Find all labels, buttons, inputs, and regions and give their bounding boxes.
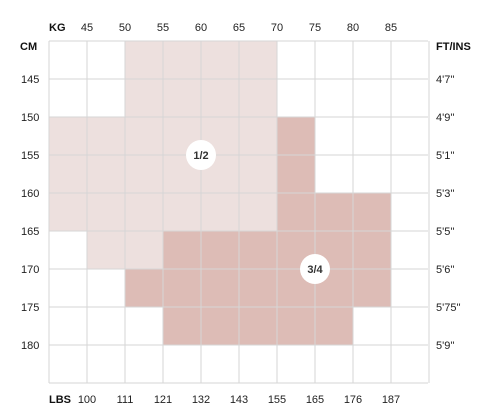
axes: KG CM FT/INS LBS 45 50 55 60 65 70 75 80 85 100 11… [20, 22, 471, 406]
kg-tick-label: 45 [81, 22, 93, 34]
kg-tick-label: 60 [195, 22, 207, 34]
kg-tick-label: 55 [157, 22, 169, 34]
ftin-tick-label: 4'9'' [436, 112, 455, 124]
kg-tick-label: 80 [347, 22, 359, 34]
cm-tick-label: 165 [21, 226, 39, 238]
cm-tick-label: 180 [21, 340, 39, 352]
top-axis-title: KG [49, 22, 66, 34]
ftin-tick-label: 4'7'' [436, 74, 455, 86]
cm-tick-label: 170 [21, 264, 39, 276]
ftin-tick-label: 5'9'' [436, 340, 455, 352]
size-3-4-region-cell-1 [277, 193, 391, 231]
right-axis-title: FT/INS [436, 41, 471, 53]
ftin-tick-label: 5'6'' [436, 264, 455, 276]
lbs-tick-label: 121 [154, 394, 172, 406]
bottom-axis-title: LBS [49, 394, 71, 406]
size-3-4-region-cell-4 [163, 307, 353, 345]
ftin-tick-label: 5'75'' [436, 302, 461, 314]
kg-tick-label: 70 [271, 22, 283, 34]
ftin-tick-label: 5'5'' [436, 226, 455, 238]
region-labels: 1/2 3/4 [186, 140, 330, 284]
ftin-tick-label: 5'3'' [436, 188, 455, 200]
lbs-tick-label: 111 [117, 394, 134, 406]
size-label-1-2: 1/2 [193, 150, 208, 162]
cm-tick-label: 145 [21, 74, 39, 86]
lbs-tick-label: 132 [192, 394, 210, 406]
lbs-tick-label: 100 [78, 394, 96, 406]
cm-tick-label: 150 [21, 112, 39, 124]
kg-tick-label: 85 [385, 22, 397, 34]
size-label-circle [186, 140, 216, 170]
cm-tick-label: 160 [21, 188, 39, 200]
lbs-tick-label: 165 [306, 394, 324, 406]
lbs-tick-label: 187 [382, 394, 400, 406]
grid [48, 40, 430, 384]
lbs-tick-label: 143 [230, 394, 248, 406]
ftin-tick-label: 5'1'' [436, 150, 455, 162]
cm-tick-label: 175 [21, 302, 39, 314]
kg-tick-label: 50 [119, 22, 131, 34]
lbs-tick-label: 155 [268, 394, 286, 406]
kg-tick-label: 75 [309, 22, 321, 34]
size-label-circle [300, 254, 330, 284]
size-label-3-4: 3/4 [307, 264, 323, 276]
lbs-tick-label: 176 [344, 394, 362, 406]
cm-tick-label: 155 [21, 150, 39, 162]
size-3-4-region-cell-3 [125, 269, 391, 307]
kg-tick-label: 65 [233, 22, 245, 34]
left-axis-title: CM [20, 41, 37, 53]
